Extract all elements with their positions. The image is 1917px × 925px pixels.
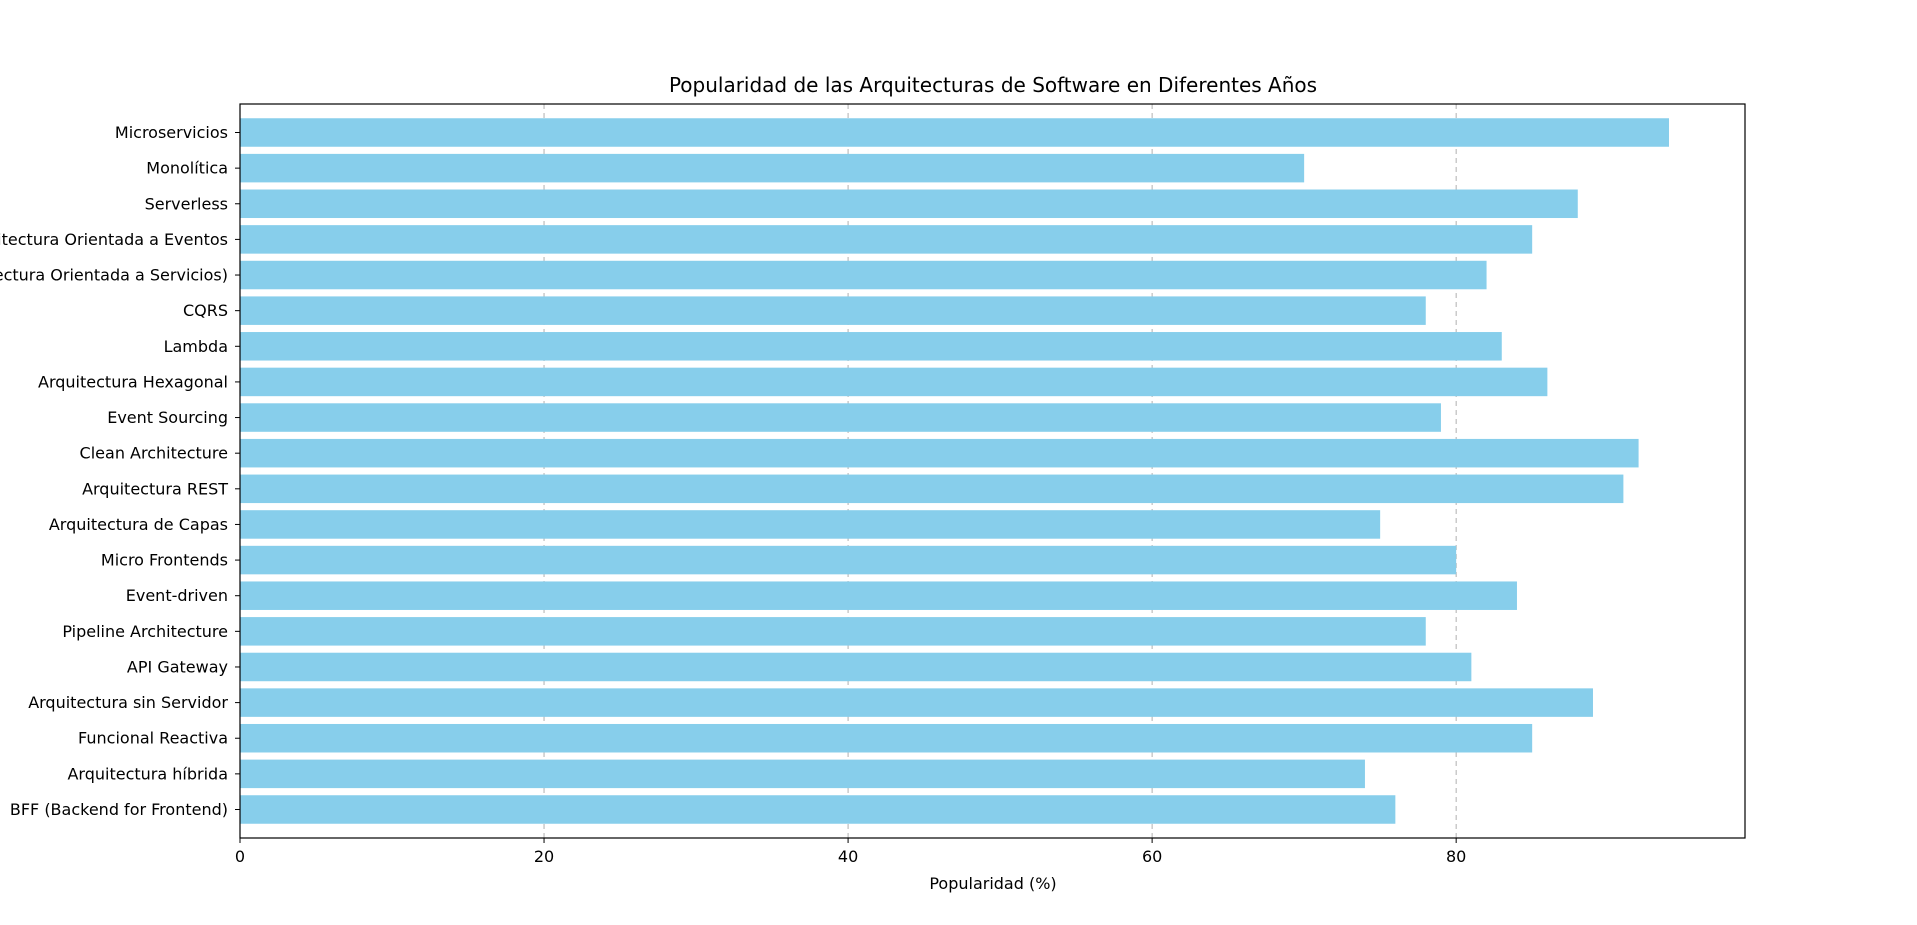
y-tick-label: Event Sourcing	[107, 408, 228, 427]
bar	[240, 332, 1502, 361]
y-tick-label: Microservicios	[115, 123, 228, 142]
y-tick-label: Arquitectura híbrida	[67, 764, 228, 783]
x-axis-label: Popularidad (%)	[929, 874, 1056, 893]
bar	[240, 723, 1533, 753]
y-tick-label: Pipeline Architecture	[62, 622, 228, 641]
bar	[240, 118, 1669, 147]
bar	[240, 189, 1578, 219]
y-tick-label: Lambda	[164, 337, 228, 356]
x-tick-label: 20	[534, 847, 554, 866]
y-tick-label: Funcional Reactiva	[78, 729, 228, 748]
bar	[240, 545, 1457, 575]
bar	[240, 688, 1593, 717]
chart-title: Popularidad de las Arquitecturas de Soft…	[669, 73, 1317, 97]
y-tick-label: Monolítica	[146, 159, 228, 178]
bar	[240, 795, 1396, 824]
y-tick-label: BFF (Backend for Frontend)	[10, 800, 228, 819]
x-tick-label: 0	[235, 847, 245, 866]
y-tick-label: Serverless	[145, 194, 228, 213]
y-tick-label: Event-driven	[126, 586, 228, 605]
category-labels: Microservicios Monolítica Serverless Arquit…	[0, 123, 240, 819]
bar	[240, 225, 1533, 254]
x-axis-ticks: 0 20 40 60 80	[235, 838, 1466, 866]
bar	[240, 403, 1441, 432]
y-tick-label: Clean Architecture	[80, 444, 228, 463]
bar	[240, 652, 1472, 682]
y-tick-label: Arquitectura Hexagonal	[38, 372, 228, 391]
bar	[240, 260, 1487, 290]
bar	[240, 581, 1517, 610]
bar	[240, 759, 1365, 789]
bar	[240, 153, 1305, 183]
bar	[240, 474, 1624, 504]
x-tick-label: 60	[1142, 847, 1162, 866]
y-tick-label: API Gateway	[127, 657, 228, 676]
y-tick-label: Arquitectura de Capas	[49, 515, 228, 534]
y-tick-label: CQRS	[183, 301, 228, 320]
bar	[240, 510, 1381, 539]
y-tick-label: Micro Frontends	[101, 551, 228, 570]
y-tick-label: Arquitectura REST	[82, 479, 228, 498]
bars	[240, 118, 1669, 824]
plot-frame	[239, 103, 1746, 839]
y-tick-label: SOA (Arquitectura Orientada a Servicios)	[0, 266, 228, 285]
y-tick-label: Arquitectura Orientada a Eventos	[0, 230, 228, 249]
bar	[240, 438, 1639, 468]
x-tick-label: 40	[838, 847, 858, 866]
bar	[240, 367, 1548, 397]
x-tick-label: 80	[1446, 847, 1466, 866]
bar	[240, 617, 1426, 646]
y-tick-label: Arquitectura sin Servidor	[28, 693, 228, 712]
bar	[240, 296, 1426, 325]
